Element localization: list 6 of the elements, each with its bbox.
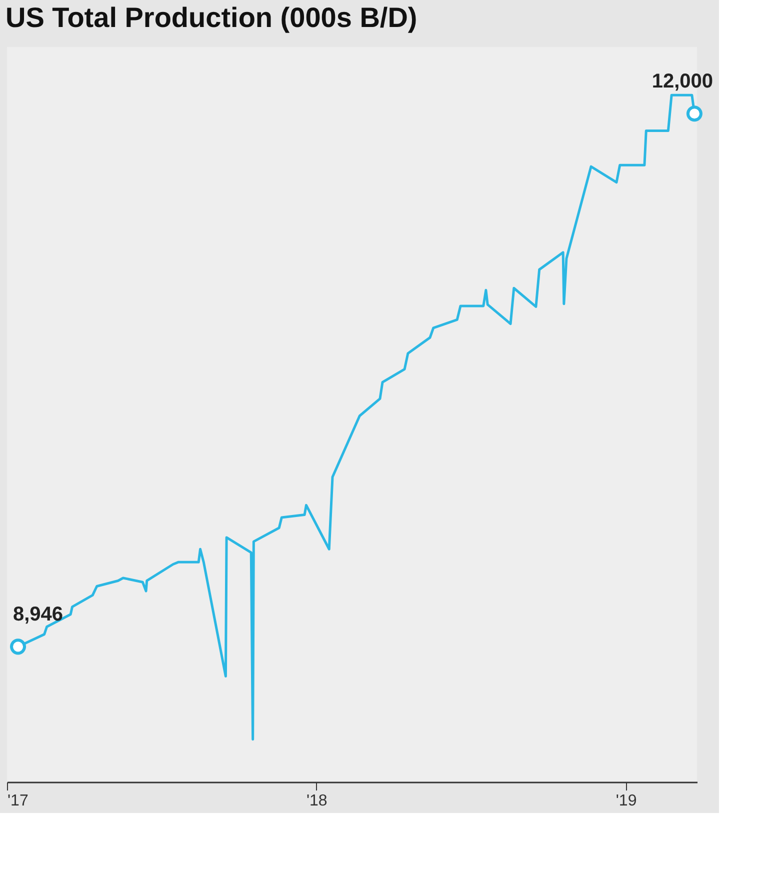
x-tick-label: '17 [8, 792, 28, 810]
x-tick-label: '19 [616, 792, 637, 810]
x-tick-label: '18 [306, 792, 328, 810]
chart-title: US Total Production (000s B/D) [6, 2, 418, 33]
annotation: 12,000 [652, 70, 714, 93]
annotation: 8,946 [12, 604, 64, 626]
